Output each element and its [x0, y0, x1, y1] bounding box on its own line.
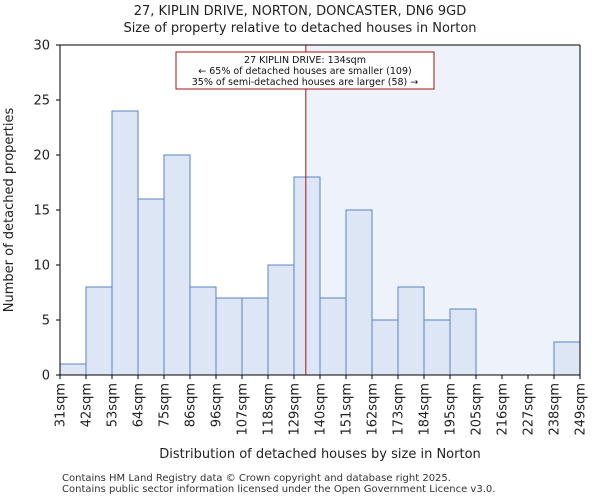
bar-238sqm — [553, 341, 581, 376]
bar-42sqm — [85, 286, 113, 376]
y-tick-label: 10 — [33, 259, 50, 274]
x-tick-label: 227sqm — [522, 383, 537, 436]
annotation-line-2: ← 65% of detached houses are smaller (10… — [198, 66, 411, 77]
y-axis-label: Number of detached properties — [2, 108, 17, 313]
x-tick-label: 129sqm — [288, 383, 303, 436]
y-tick-label: 30 — [33, 39, 50, 54]
y-tick-label: 0 — [42, 369, 50, 384]
bar-173sqm — [397, 286, 425, 376]
bar-195sqm — [449, 308, 477, 376]
footer-line-2: Contains public sector information licen… — [62, 484, 496, 495]
x-tick-label: 205sqm — [470, 383, 485, 436]
x-tick-label: 238sqm — [548, 383, 563, 436]
x-tick-label: 140sqm — [314, 383, 329, 436]
x-tick-label: 64sqm — [132, 383, 147, 427]
footer-line-1: Contains HM Land Registry data © Crown c… — [62, 473, 451, 484]
x-tick-label: 96sqm — [210, 383, 225, 427]
bar-107sqm — [241, 297, 269, 376]
x-tick-label: 42sqm — [80, 383, 95, 427]
x-tick-label: 118sqm — [262, 383, 277, 436]
bar-140sqm — [319, 297, 347, 376]
bar-31sqm — [59, 363, 87, 376]
x-tick-label: 107sqm — [236, 383, 251, 436]
bar-86sqm — [189, 286, 217, 376]
x-tick-label: 162sqm — [366, 383, 381, 436]
annotation-box — [175, 51, 435, 90]
y-tick-label: 5 — [42, 314, 50, 329]
x-tick-label: 53sqm — [106, 383, 121, 427]
y-tick-label: 15 — [33, 204, 50, 219]
chart-title: 27, KIPLIN DRIVE, NORTON, DONCASTER, DN6… — [133, 4, 467, 19]
y-tick-label: 20 — [33, 149, 50, 164]
chart-subtitle: Size of property relative to detached ho… — [123, 21, 477, 36]
x-tick-label: 151sqm — [340, 383, 355, 436]
annotation-line-1: 27 KIPLIN DRIVE: 134sqm — [244, 55, 366, 66]
bar-129sqm — [293, 176, 321, 376]
x-tick-label: 173sqm — [392, 383, 407, 436]
bar-151sqm — [345, 209, 373, 376]
bar-64sqm — [137, 198, 165, 376]
bar-75sqm — [163, 154, 191, 376]
x-tick-label: 216sqm — [496, 383, 511, 436]
bar-118sqm — [267, 264, 295, 376]
x-axis-label: Distribution of detached houses by size … — [159, 447, 481, 462]
bar-96sqm — [215, 297, 243, 376]
x-tick-label: 249sqm — [574, 383, 589, 436]
bar-184sqm — [423, 319, 451, 376]
x-tick-label: 195sqm — [444, 383, 459, 436]
x-tick-label: 75sqm — [158, 383, 173, 427]
x-tick-label: 184sqm — [418, 383, 433, 436]
bar-53sqm — [111, 110, 139, 376]
histogram-chart: 0 5 10 15 20 25 30 31sqm 42sqm 53sqm 64sqm 75sqm 86s… — [2, 39, 589, 463]
bar-162sqm — [371, 319, 399, 376]
x-tick-label: 86sqm — [184, 383, 199, 427]
x-tick-label: 31sqm — [54, 383, 69, 427]
annotation-line-3: 35% of semi-detached houses are larger (… — [192, 77, 419, 88]
y-tick-label: 25 — [33, 94, 50, 109]
